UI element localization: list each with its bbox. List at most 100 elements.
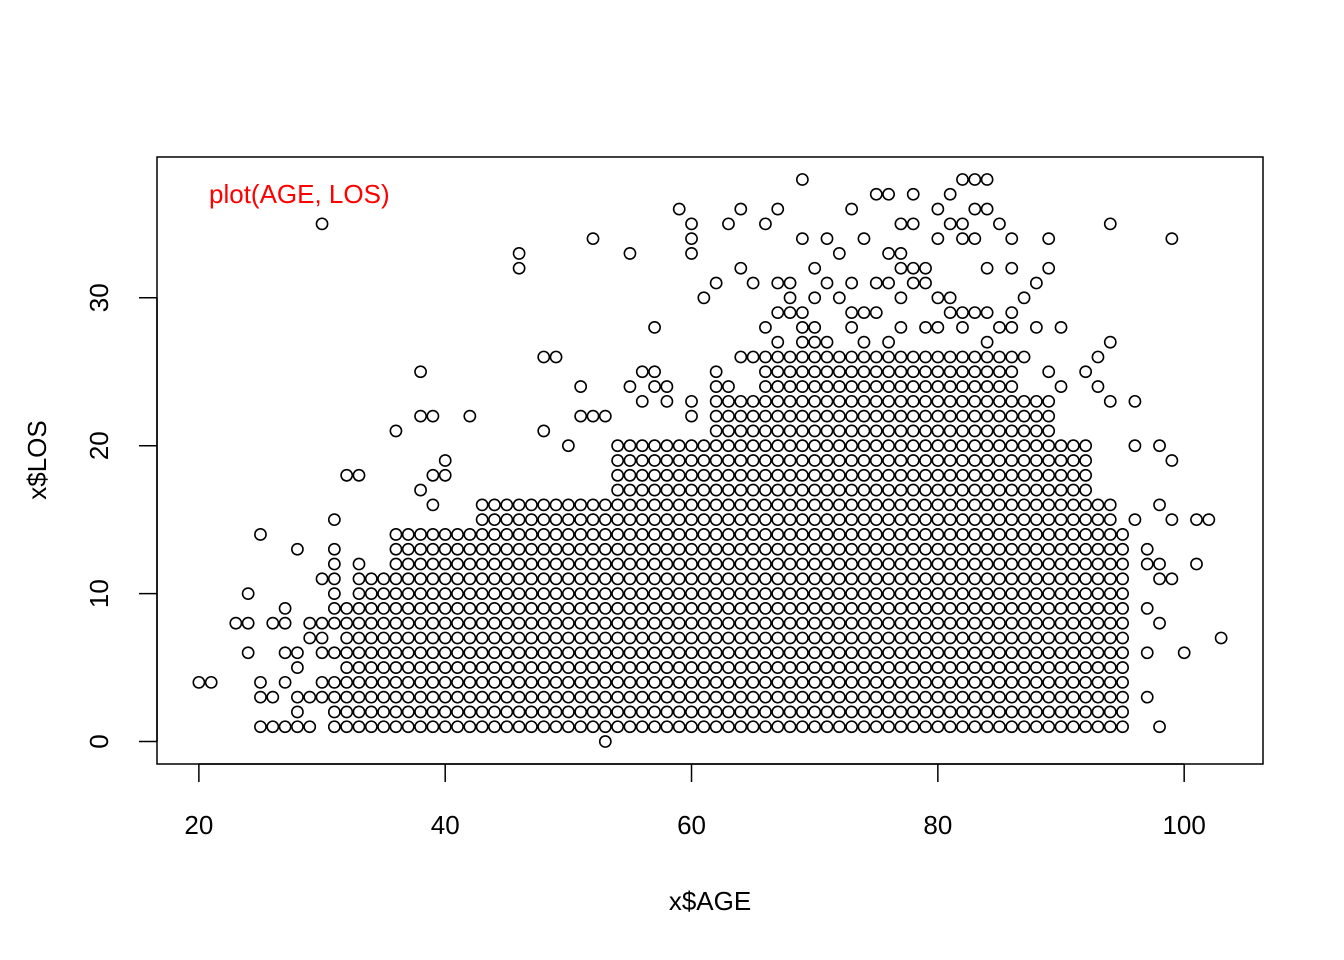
data-point [389, 424, 403, 438]
data-point [315, 675, 329, 689]
y-tick-label: 10 [84, 579, 114, 608]
data-point [722, 616, 735, 630]
data-point [709, 483, 723, 497]
data-point [1005, 306, 1019, 319]
data-point [254, 675, 267, 689]
data-point [771, 528, 785, 541]
data-point [1042, 232, 1056, 246]
data-point [746, 602, 760, 615]
data-point [1165, 232, 1179, 246]
data-point [549, 513, 563, 527]
data-point [635, 675, 649, 689]
data-point [722, 705, 735, 719]
data-point [475, 675, 489, 689]
data-point [266, 720, 280, 734]
data-point [832, 513, 846, 527]
data-point [352, 690, 366, 704]
data-point [931, 602, 945, 615]
data-point [1066, 646, 1080, 660]
data-point [1054, 468, 1068, 482]
data-point [709, 365, 723, 379]
data-point [783, 646, 797, 660]
data-point [894, 675, 908, 689]
data-point [648, 454, 661, 467]
data-point [512, 690, 526, 704]
data-point [931, 468, 945, 482]
data-point [401, 528, 415, 541]
data-point [993, 587, 1006, 601]
data-point [993, 646, 1006, 660]
data-point [882, 587, 895, 601]
data-point [697, 439, 711, 453]
data-point [734, 602, 748, 615]
data-point [1140, 542, 1154, 556]
data-point [746, 631, 760, 645]
data-point [906, 631, 920, 645]
data-point [611, 646, 625, 660]
data-point [1103, 661, 1117, 674]
data-point [611, 602, 625, 615]
data-point [832, 528, 846, 541]
data-point [1017, 424, 1031, 438]
data-point [574, 557, 588, 571]
data-point [808, 720, 822, 734]
data-point [783, 483, 797, 497]
data-point [980, 454, 994, 467]
data-point [537, 498, 551, 512]
data-point [414, 542, 427, 556]
data-point [1017, 602, 1031, 615]
data-point [1042, 261, 1056, 275]
data-point [931, 631, 945, 645]
data-point [795, 335, 809, 349]
data-point [734, 483, 748, 497]
plot-annotation: plot(AGE, LOS) [209, 179, 390, 209]
data-point [1029, 602, 1043, 615]
data-point [1029, 424, 1043, 438]
data-point [426, 557, 440, 571]
data-point [919, 690, 932, 704]
data-point [894, 483, 908, 497]
data-point [1005, 365, 1019, 379]
data-point [1091, 498, 1105, 512]
data-point [906, 720, 920, 734]
data-point [672, 468, 686, 482]
data-point [1103, 217, 1117, 231]
data-point [401, 587, 415, 601]
data-point [549, 631, 563, 645]
data-point [820, 276, 834, 290]
data-point [869, 542, 883, 556]
data-point [759, 424, 772, 438]
data-point [635, 439, 649, 453]
data-point [1091, 380, 1105, 393]
data-point [414, 365, 427, 379]
data-point [672, 602, 686, 615]
data-point [808, 483, 822, 497]
data-point [845, 365, 859, 379]
data-point [746, 498, 760, 512]
data-point [820, 631, 834, 645]
data-point [475, 542, 489, 556]
data-point [968, 602, 982, 615]
x-axis-label: x$AGE [669, 886, 751, 916]
data-point [537, 720, 551, 734]
data-point [574, 646, 588, 660]
data-point [660, 616, 674, 630]
data-point [1116, 602, 1129, 615]
data-point [1091, 587, 1105, 601]
data-point [549, 542, 563, 556]
data-point [451, 675, 464, 689]
data-point [475, 646, 489, 660]
data-point [549, 705, 563, 719]
data-point [820, 690, 834, 704]
data-point [525, 498, 538, 512]
data-point [685, 631, 698, 645]
data-point [919, 394, 932, 408]
data-point [364, 690, 378, 704]
data-point [931, 572, 945, 586]
data-point [586, 587, 600, 601]
data-point [869, 365, 883, 379]
data-point [660, 720, 674, 734]
data-point [426, 542, 440, 556]
data-point [783, 720, 797, 734]
data-point [685, 247, 698, 260]
